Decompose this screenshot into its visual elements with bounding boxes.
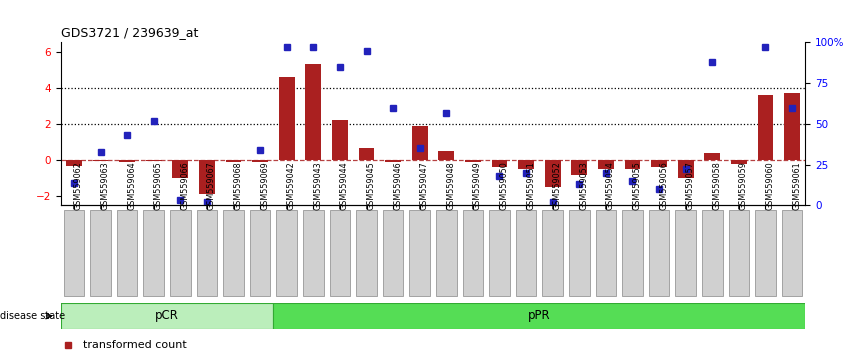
FancyBboxPatch shape	[90, 210, 111, 296]
Bar	[545, 160, 560, 187]
Bar	[438, 151, 455, 160]
Bar	[279, 77, 294, 160]
Bar	[199, 160, 215, 194]
Text: GSM559054: GSM559054	[606, 161, 615, 210]
FancyBboxPatch shape	[596, 210, 616, 296]
Text: GSM559067: GSM559067	[207, 161, 216, 210]
FancyBboxPatch shape	[782, 210, 802, 296]
FancyBboxPatch shape	[489, 210, 510, 296]
Bar	[411, 126, 428, 160]
Bar	[704, 153, 721, 160]
FancyBboxPatch shape	[170, 210, 191, 296]
Text: disease state: disease state	[0, 311, 65, 321]
Text: GSM559058: GSM559058	[713, 161, 721, 210]
Text: pPR: pPR	[528, 309, 551, 322]
Bar	[651, 160, 667, 167]
Bar	[758, 95, 773, 160]
Text: GSM559050: GSM559050	[500, 161, 508, 210]
Bar	[731, 160, 746, 164]
Bar	[784, 93, 800, 160]
FancyBboxPatch shape	[516, 210, 536, 296]
Text: GSM559062: GSM559062	[74, 161, 83, 210]
Bar	[332, 120, 348, 160]
Text: GSM559061: GSM559061	[792, 161, 801, 210]
FancyBboxPatch shape	[542, 210, 563, 296]
Bar	[598, 160, 614, 169]
Text: GSM559059: GSM559059	[739, 161, 748, 210]
FancyBboxPatch shape	[61, 303, 274, 329]
Text: GSM559049: GSM559049	[473, 161, 481, 210]
Text: GSM559048: GSM559048	[446, 161, 456, 210]
Bar	[120, 160, 135, 161]
Text: GDS3721 / 239639_at: GDS3721 / 239639_at	[61, 25, 198, 39]
Bar	[385, 160, 401, 162]
Bar	[172, 160, 188, 178]
Text: GSM559068: GSM559068	[234, 161, 242, 210]
Text: GSM559047: GSM559047	[420, 161, 429, 210]
Text: GSM559051: GSM559051	[527, 161, 535, 210]
FancyBboxPatch shape	[436, 210, 456, 296]
Text: GSM559052: GSM559052	[553, 161, 562, 210]
Text: GSM559060: GSM559060	[766, 161, 774, 210]
FancyBboxPatch shape	[276, 210, 297, 296]
FancyBboxPatch shape	[569, 210, 590, 296]
Text: GSM559065: GSM559065	[154, 161, 163, 210]
FancyBboxPatch shape	[356, 210, 377, 296]
Bar	[145, 160, 162, 161]
FancyBboxPatch shape	[64, 210, 84, 296]
FancyBboxPatch shape	[462, 210, 483, 296]
FancyBboxPatch shape	[410, 210, 430, 296]
Text: GSM559056: GSM559056	[659, 161, 668, 210]
FancyBboxPatch shape	[675, 210, 696, 296]
Bar	[66, 160, 82, 166]
Text: GSM559055: GSM559055	[632, 161, 642, 210]
FancyBboxPatch shape	[117, 210, 138, 296]
Bar	[93, 160, 108, 161]
Text: GSM559057: GSM559057	[686, 161, 695, 210]
Text: GSM559053: GSM559053	[579, 161, 588, 210]
Text: pCR: pCR	[155, 309, 179, 322]
Text: GSM559044: GSM559044	[339, 161, 349, 210]
Text: GSM559046: GSM559046	[393, 161, 402, 210]
Text: GSM559064: GSM559064	[127, 161, 136, 210]
FancyBboxPatch shape	[702, 210, 722, 296]
Text: GSM559069: GSM559069	[260, 161, 269, 210]
FancyBboxPatch shape	[649, 210, 669, 296]
Text: GSM559045: GSM559045	[366, 161, 376, 210]
FancyBboxPatch shape	[330, 210, 350, 296]
FancyBboxPatch shape	[223, 210, 243, 296]
FancyBboxPatch shape	[623, 210, 643, 296]
FancyBboxPatch shape	[197, 210, 217, 296]
FancyBboxPatch shape	[303, 210, 324, 296]
Bar	[572, 160, 587, 175]
FancyBboxPatch shape	[274, 303, 805, 329]
Text: GSM559066: GSM559066	[180, 161, 190, 210]
FancyBboxPatch shape	[144, 210, 164, 296]
Text: transformed count: transformed count	[83, 339, 187, 350]
Bar	[465, 160, 481, 162]
Bar	[252, 160, 268, 162]
Bar	[624, 160, 641, 169]
Text: GSM559043: GSM559043	[313, 161, 322, 210]
Bar	[492, 160, 507, 167]
FancyBboxPatch shape	[728, 210, 749, 296]
FancyBboxPatch shape	[250, 210, 270, 296]
Bar	[359, 148, 374, 160]
Bar	[518, 160, 534, 169]
Bar	[225, 160, 242, 161]
Text: GSM559063: GSM559063	[100, 161, 109, 210]
Bar	[306, 64, 321, 160]
FancyBboxPatch shape	[755, 210, 776, 296]
Text: GSM559042: GSM559042	[287, 161, 295, 210]
Bar	[678, 160, 694, 178]
FancyBboxPatch shape	[383, 210, 404, 296]
